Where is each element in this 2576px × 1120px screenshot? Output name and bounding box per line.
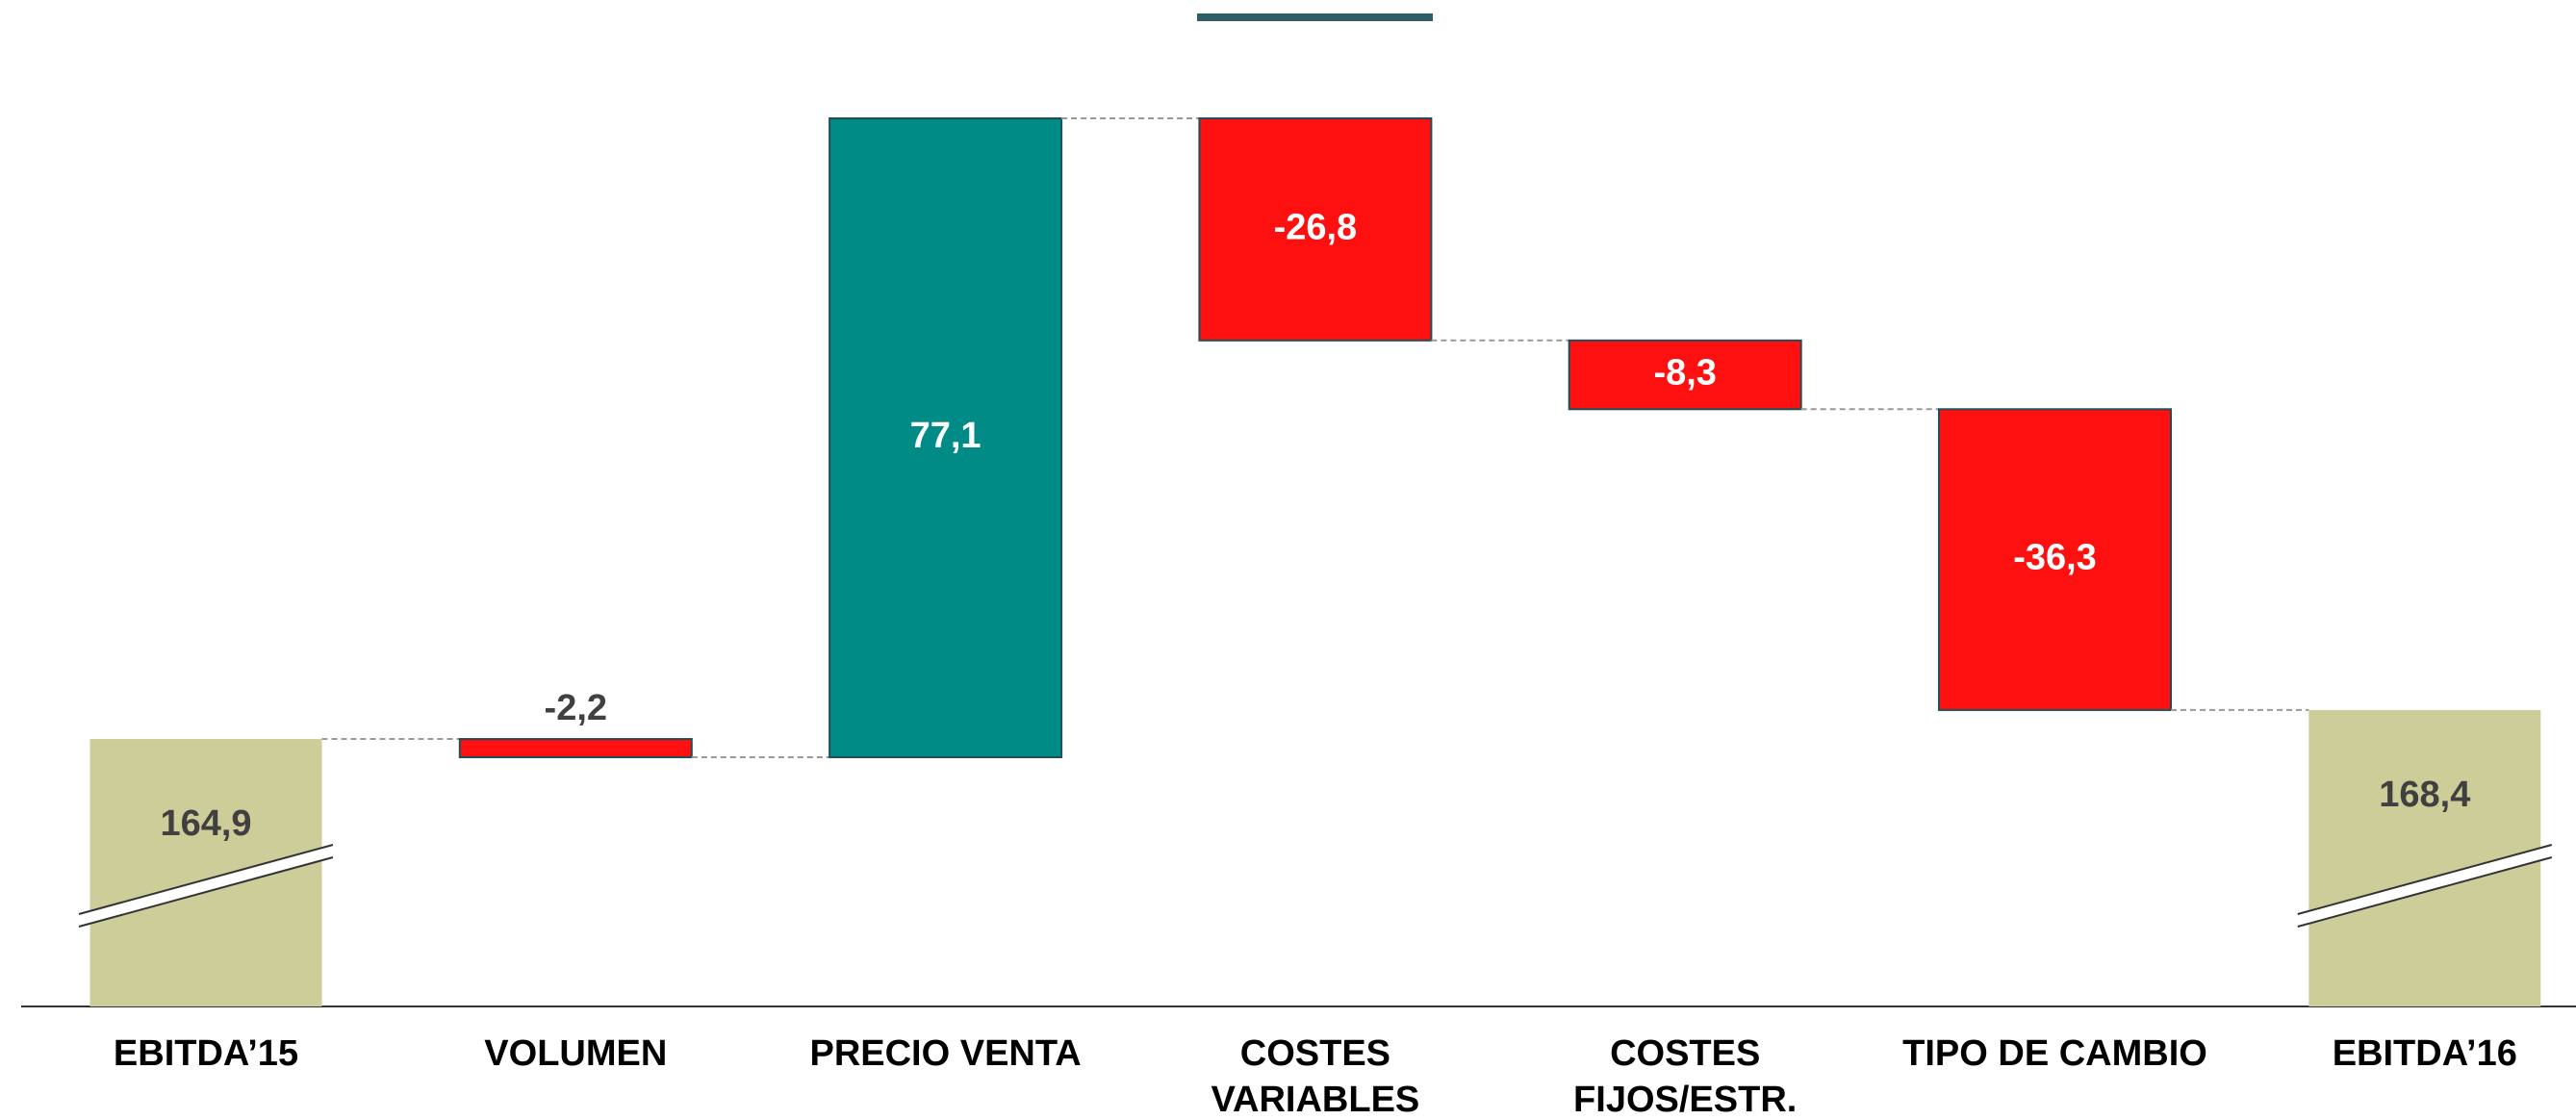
x-tick-label: COSTES	[1240, 1033, 1390, 1074]
value-label: 77,1	[910, 416, 982, 456]
x-tick-label: VOLUMEN	[484, 1033, 667, 1074]
bar	[1938, 408, 2172, 711]
x-tick-label: COSTES	[1610, 1033, 1760, 1074]
value-label: -2,2	[545, 688, 607, 728]
x-tick-label: EBITDA’16	[2333, 1033, 2517, 1074]
value-label: 168,4	[2379, 775, 2470, 815]
bar	[458, 738, 693, 758]
x-tick-label: TIPO DE CAMBIO	[1902, 1033, 2207, 1074]
axis-break-line	[78, 856, 334, 928]
value-label: 164,9	[160, 803, 251, 844]
bar	[829, 117, 1063, 758]
bar	[1568, 339, 1802, 411]
axis-break	[79, 845, 333, 927]
axis-break	[2297, 845, 2552, 927]
x-tick-label: VARIABLES	[1211, 1080, 1420, 1120]
axis-break-line	[2297, 856, 2553, 928]
value-label: -8,3	[1653, 353, 1716, 394]
axis-break-line	[2297, 844, 2553, 915]
value-label: -36,3	[2013, 538, 2097, 578]
value-label: -26,8	[1274, 207, 1358, 247]
x-tick-label: FIJOS/ESTR.	[1573, 1080, 1797, 1120]
bar	[1198, 117, 1433, 342]
x-tick-label: PRECIO VENTA	[809, 1033, 1081, 1074]
bar	[89, 739, 322, 1006]
axis-break-line	[78, 844, 334, 915]
x-tick-label: EBITDA’15	[114, 1033, 298, 1074]
